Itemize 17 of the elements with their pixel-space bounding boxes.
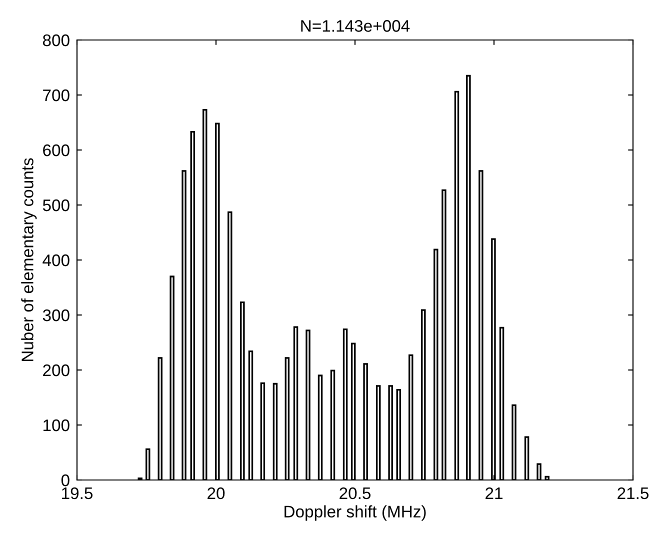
y-tick-label: 100 [44,419,70,432]
x-tick-label: 20.5 [340,487,371,500]
y-axis-title: Nuber of elementary counts [21,158,37,361]
x-tick-label: 21 [486,487,502,500]
y-tick-label: 800 [42,34,70,46]
chart-title: N=1.143e+004 [301,20,410,32]
x-axis-title: Doppler shift (MHz) [284,505,426,521]
y-tick-label: 400 [42,254,70,266]
y-tick-label: 0 [61,474,70,486]
y-tick-label: 700 [43,89,70,102]
x-tick-label: 19.5 [62,487,93,500]
y-tick-label: 200 [43,364,70,376]
x-tick-label: 20 [208,487,225,500]
x-tick-label: 21.5 [618,487,649,500]
y-tick-label: 300 [42,309,70,322]
y-tick-label: 500 [42,199,70,212]
y-tick-label: 600 [43,144,70,156]
